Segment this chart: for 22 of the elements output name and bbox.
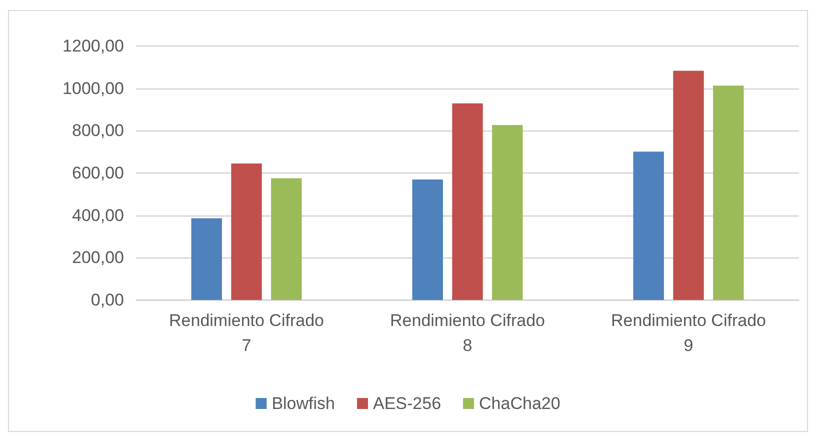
bar: [713, 86, 744, 300]
bar: [633, 152, 664, 300]
y-tick-label: 400,00: [72, 206, 124, 225]
bar: [271, 178, 302, 300]
bar: [452, 103, 483, 300]
bar: [191, 218, 222, 300]
y-tick-label: 1200,00: [62, 36, 124, 56]
bar: [673, 70, 704, 300]
y-tick-label: 600,00: [72, 164, 124, 182]
y-tick-label: 800,00: [72, 121, 124, 140]
x-tick-label: Rendimiento Cifrado 7: [169, 311, 324, 355]
bar: [412, 180, 443, 300]
y-tick-label: 1000,00: [62, 78, 124, 98]
legend-label: ChaCha20: [479, 394, 560, 413]
y-tick-label: 200,00: [72, 248, 124, 268]
legend-label: Blowfish: [272, 394, 335, 413]
x-tick-label: Rendimiento Cifrado 9: [611, 311, 766, 355]
bar: [492, 124, 523, 300]
bar: [231, 163, 262, 300]
x-tick-label: Rendimiento Cifrado 8: [390, 311, 545, 355]
legend-label: AES-256: [372, 394, 442, 413]
y-tick-label: 0,00: [90, 290, 124, 310]
